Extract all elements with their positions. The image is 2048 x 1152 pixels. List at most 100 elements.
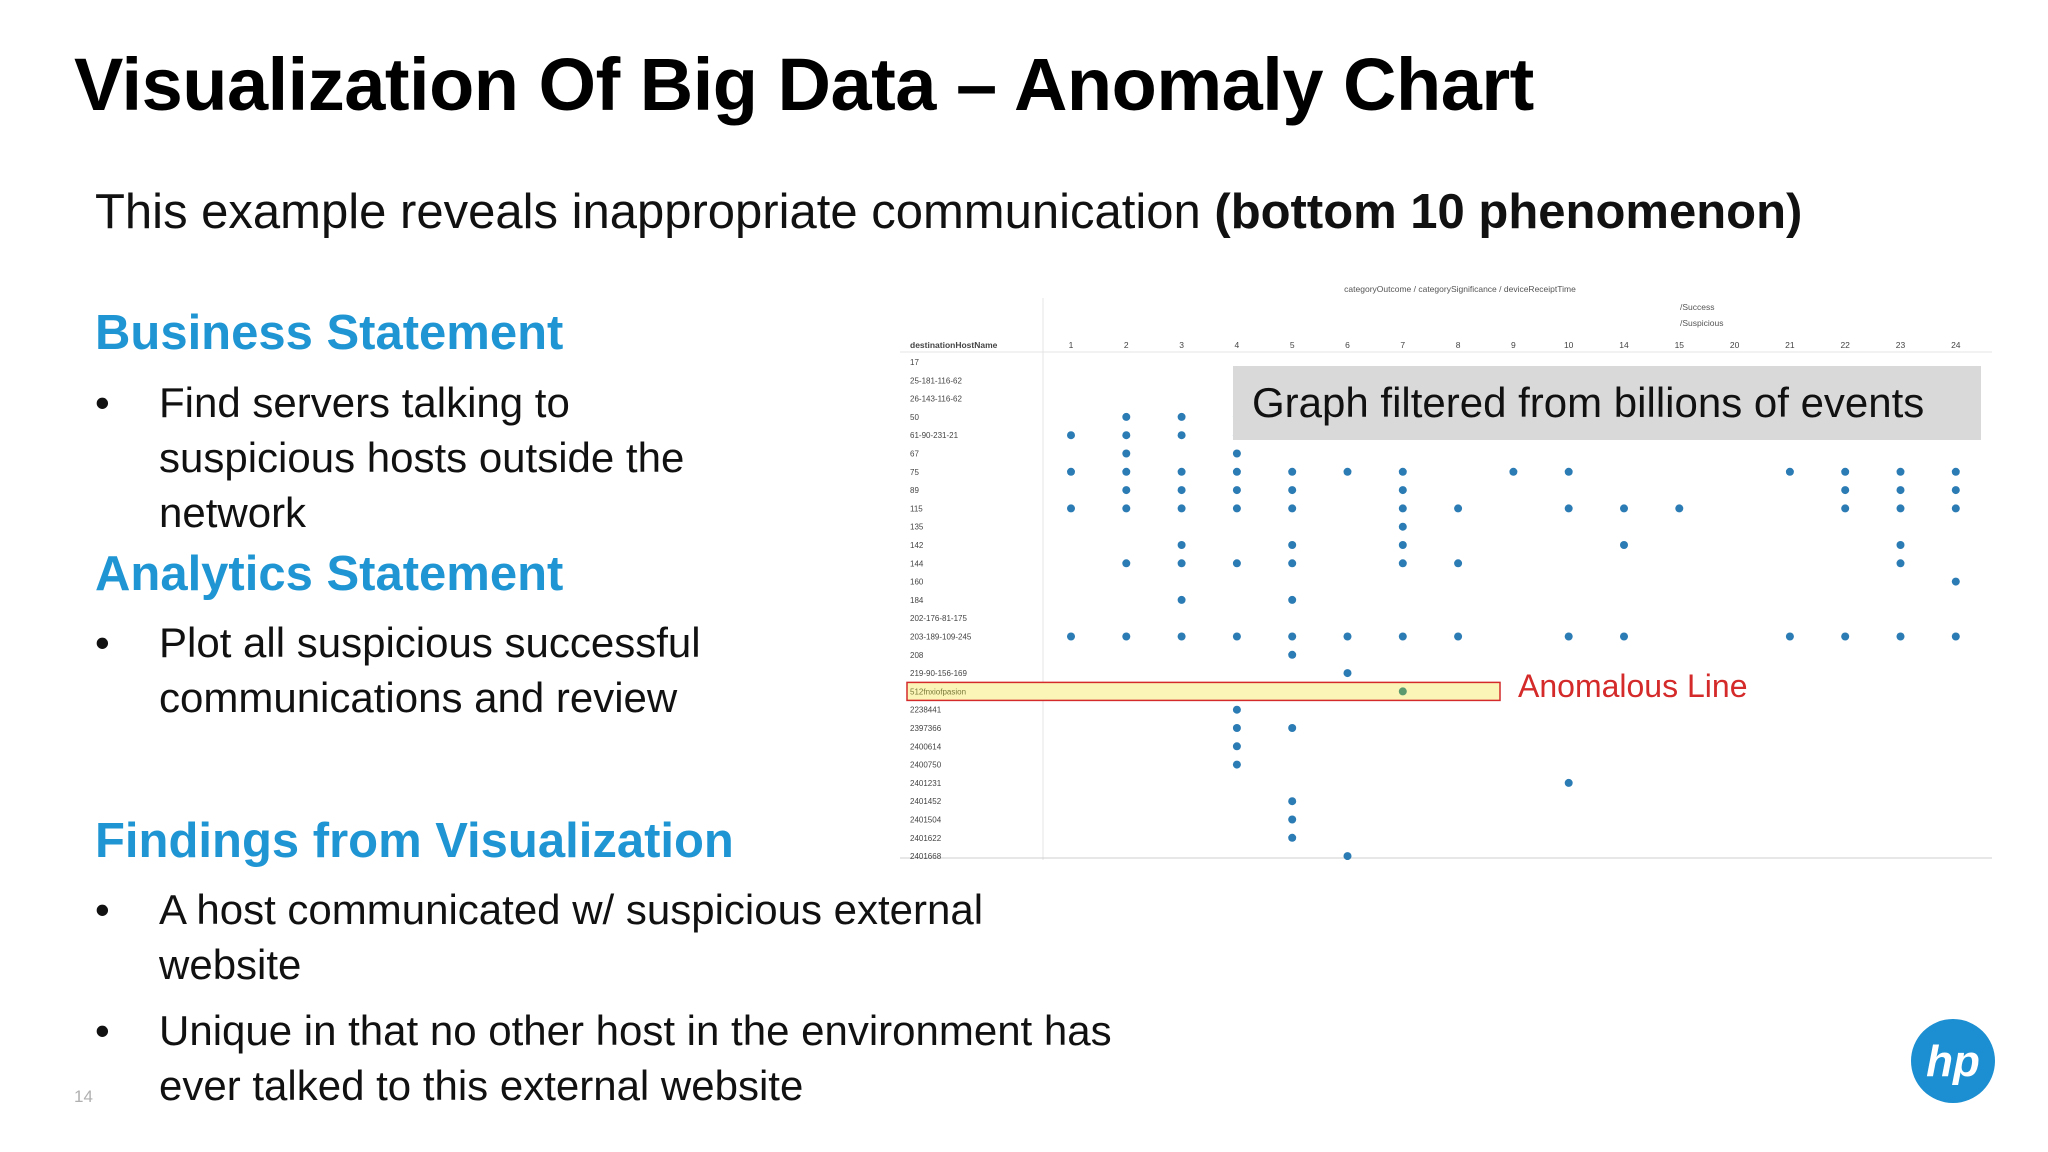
row-label: 184 <box>910 596 924 605</box>
data-point <box>1177 595 1186 604</box>
data-point <box>1067 632 1075 641</box>
data-point <box>1896 541 1905 549</box>
bullet-line: A host communicated w/ suspicious extern… <box>159 886 984 933</box>
data-point <box>1232 486 1241 495</box>
data-point <box>1177 486 1186 495</box>
data-point <box>1232 760 1241 769</box>
data-point <box>1288 650 1297 659</box>
row-label: 203-189-109-245 <box>910 633 972 642</box>
data-point <box>1122 632 1131 641</box>
row-label: 17 <box>910 358 919 367</box>
data-point <box>1785 632 1794 641</box>
data-point <box>1564 467 1573 476</box>
row-label: 2401622 <box>910 834 942 843</box>
column-tick-label: 4 <box>1235 340 1240 350</box>
data-point <box>1067 431 1075 440</box>
slide-title: Visualization Of Big Data – Anomaly Char… <box>74 43 1534 126</box>
data-point <box>1896 504 1905 513</box>
column-tick-label: 9 <box>1511 340 1516 350</box>
row-label: 115 <box>910 504 923 513</box>
data-point <box>1067 504 1075 513</box>
row-label: 50 <box>910 413 919 422</box>
row-label: 144 <box>910 559 924 568</box>
anomaly-label: Anomalous Line <box>1518 668 1747 704</box>
data-point <box>1122 412 1131 421</box>
data-point <box>1509 467 1518 476</box>
row-label: 2238441 <box>910 706 942 715</box>
data-point <box>1841 467 1850 476</box>
data-point <box>1177 559 1186 568</box>
anomaly-chart-svg: categoryOutcome / categorySignificance /… <box>900 284 2016 861</box>
anomaly-chart: categoryOutcome / categorySignificance /… <box>900 280 2016 861</box>
data-point <box>1177 541 1186 549</box>
column-tick-label: 15 <box>1675 340 1685 350</box>
data-point <box>1122 431 1131 440</box>
bullet-dot: • <box>95 379 110 426</box>
data-point <box>1951 504 1960 513</box>
data-point <box>1951 486 1960 495</box>
data-point <box>1232 467 1241 476</box>
row-label: 89 <box>910 486 919 495</box>
chart-header-line: /Success <box>1680 302 1715 312</box>
chart-header-line: /Suspicious <box>1680 318 1723 328</box>
row-label: 2400750 <box>910 761 942 770</box>
data-point <box>1177 632 1186 641</box>
row-label: 219-90-156-169 <box>910 669 967 678</box>
chart-title: categoryOutcome / categorySignificance /… <box>1344 284 1576 294</box>
data-point <box>1177 467 1186 476</box>
data-point <box>1232 449 1241 458</box>
row-label: 2401452 <box>910 797 942 806</box>
anomaly-data-point <box>1398 687 1407 696</box>
data-point <box>1896 632 1905 641</box>
data-point <box>1288 815 1297 824</box>
data-point <box>1620 632 1628 641</box>
column-tick-label: 24 <box>1951 340 1961 350</box>
data-point <box>1454 559 1463 568</box>
row-label: 26-143-116-62 <box>910 395 962 404</box>
column-tick-label: 10 <box>1564 340 1574 350</box>
slide-subtitle: This example reveals inappropriate commu… <box>95 184 1802 240</box>
row-label: 67 <box>910 450 919 459</box>
column-tick-label: 2 <box>1124 340 1129 350</box>
column-tick-label: 1 <box>1069 340 1074 350</box>
data-point <box>1951 632 1960 641</box>
data-point <box>1232 742 1241 751</box>
data-point <box>1896 559 1905 568</box>
data-point <box>1288 632 1297 641</box>
bullet-dot: • <box>95 619 110 666</box>
data-point <box>1122 467 1131 476</box>
data-point <box>1951 467 1960 476</box>
data-point <box>1232 559 1241 568</box>
column-tick-label: 22 <box>1840 340 1850 350</box>
data-point <box>1896 467 1905 476</box>
data-point <box>1398 632 1407 641</box>
column-tick-label: 20 <box>1730 340 1740 350</box>
data-point <box>1398 541 1407 549</box>
bullet-line: ever talked to this external website <box>159 1062 804 1109</box>
data-point <box>1398 467 1407 476</box>
data-point <box>1232 504 1241 513</box>
data-point <box>1841 632 1850 641</box>
data-point <box>1288 559 1297 568</box>
row-label: 2401231 <box>910 779 942 788</box>
data-point <box>1343 632 1352 641</box>
data-point <box>1067 467 1075 476</box>
data-point <box>1288 504 1297 513</box>
row-label: 202-176-81-175 <box>910 614 967 623</box>
anomaly-highlight-box <box>906 681 1501 702</box>
column-tick-label: 7 <box>1400 340 1405 350</box>
data-point <box>1675 504 1684 513</box>
data-point <box>1841 486 1850 495</box>
data-point <box>1620 541 1628 549</box>
row-label: 135 <box>910 523 924 532</box>
row-label: 512fnxiofpasion <box>910 687 966 696</box>
data-point <box>1232 705 1241 714</box>
data-point <box>1122 486 1131 495</box>
row-label: 160 <box>910 578 924 587</box>
data-point <box>1122 559 1131 568</box>
bullet-line: suspicious hosts outside the <box>159 434 685 481</box>
data-point <box>1841 504 1850 513</box>
row-label: 75 <box>910 468 919 477</box>
analytics-statement-heading: Analytics Statement <box>95 547 564 601</box>
data-point <box>1288 724 1297 732</box>
